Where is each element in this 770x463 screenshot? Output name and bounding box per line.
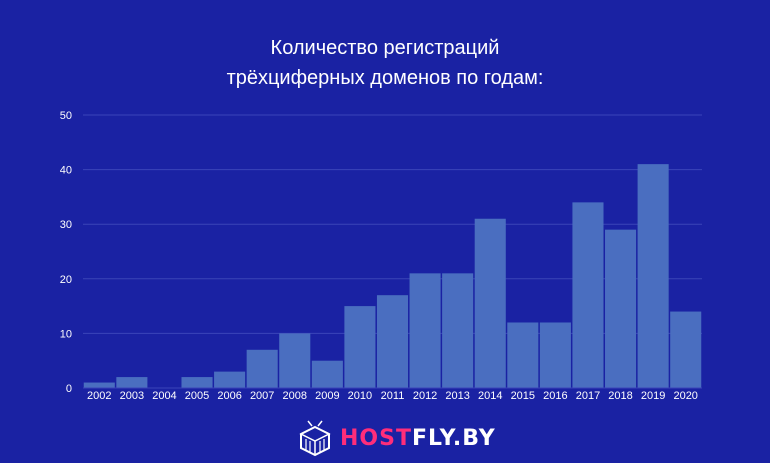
y-tick-label: 10 (60, 328, 72, 340)
bar (181, 377, 213, 388)
y-tick-label: 50 (60, 110, 72, 122)
bar (116, 377, 148, 388)
y-tick-label: 40 (60, 165, 72, 177)
bar (670, 311, 702, 388)
x-tick-label: 2017 (576, 390, 600, 402)
x-tick-label: 2014 (478, 390, 502, 402)
bar (605, 229, 637, 388)
y-tick-label: 20 (60, 274, 72, 286)
x-tick-label: 2010 (348, 390, 372, 402)
bar (572, 202, 604, 388)
bar (214, 371, 246, 388)
bar (376, 295, 409, 388)
x-tick-label: 2012 (413, 390, 437, 402)
bar (246, 349, 278, 388)
chart-title-line-1: Количество регистраций (270, 37, 500, 59)
x-tick-label: 2003 (120, 390, 144, 402)
bar (344, 306, 376, 388)
bar (539, 322, 571, 388)
x-tick-label: 2011 (381, 390, 405, 402)
logo-text: HOSTFLY.BY (340, 426, 496, 451)
y-tick-label: 0 (66, 383, 72, 395)
logo-text-flyby: FLY.BY (411, 425, 496, 451)
x-tick-label: 2019 (641, 390, 665, 402)
x-tick-label: 2020 (673, 390, 697, 402)
chart-title: Количество регистраций трёхциферных доме… (0, 33, 770, 93)
x-tick-label: 2008 (283, 390, 307, 402)
bar (507, 322, 539, 388)
x-tick-label: 2018 (608, 390, 632, 402)
x-tick-label: 2015 (511, 390, 535, 402)
bar (474, 218, 506, 388)
x-tick-label: 2004 (152, 390, 176, 402)
x-tick-label: 2016 (543, 390, 567, 402)
bar (409, 273, 441, 388)
bar (279, 333, 311, 388)
x-tick-label: 2013 (445, 390, 469, 402)
bar (442, 273, 474, 388)
chart-title-line-2: трёхциферных доменов по годам: (226, 67, 544, 89)
x-tick-label: 2005 (185, 390, 209, 402)
logo-text-host: HOST (340, 425, 412, 451)
x-tick-label: 2007 (250, 390, 274, 402)
bar (311, 360, 343, 388)
bar (83, 382, 115, 388)
bar (637, 164, 669, 388)
bar-chart: 0 10 20 30 40 50 2002 2003 2004 2005 2006 2007 2008 2… (60, 110, 702, 402)
y-tick-label: 30 (60, 219, 72, 231)
box-logo-icon (299, 420, 331, 457)
x-tick-label: 2002 (87, 390, 111, 402)
hostfly-logo: HOSTFLY.BY (298, 418, 496, 458)
x-tick-label: 2006 (217, 390, 241, 402)
x-tick-label: 2009 (315, 390, 339, 402)
